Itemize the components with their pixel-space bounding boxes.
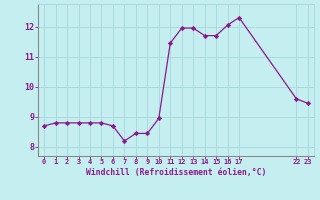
X-axis label: Windchill (Refroidissement éolien,°C): Windchill (Refroidissement éolien,°C) [86, 168, 266, 177]
